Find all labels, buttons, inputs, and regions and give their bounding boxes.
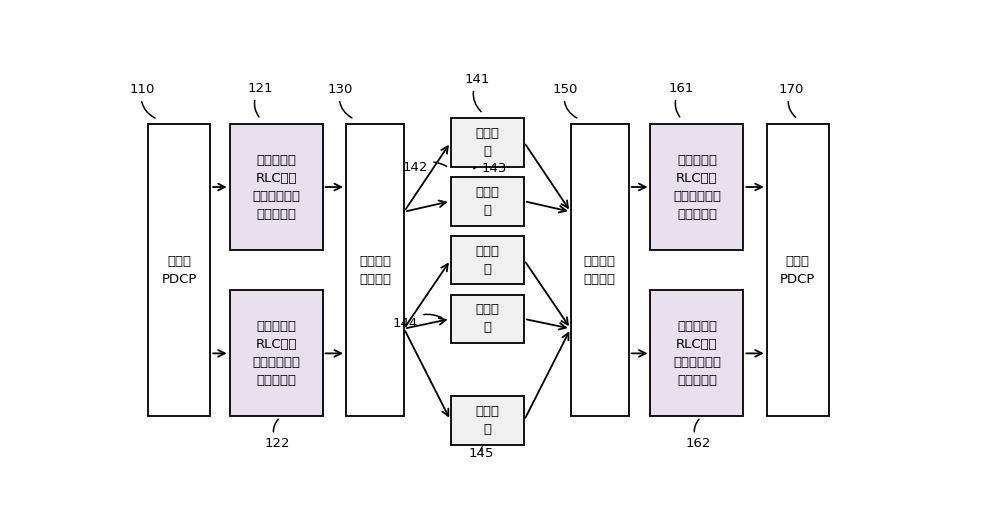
Bar <box>346 124 404 416</box>
Text: 121: 121 <box>248 82 273 117</box>
Text: 145: 145 <box>469 446 494 460</box>
Text: 第二小
区: 第二小 区 <box>475 186 499 217</box>
Text: 第五小
区: 第五小 区 <box>475 405 499 436</box>
Text: 第二发送端
RLC实体
（第二发送端
逻辑信道）: 第二发送端 RLC实体 （第二发送端 逻辑信道） <box>252 320 300 387</box>
Bar <box>571 124 629 416</box>
Text: 发送端介
质访问层: 发送端介 质访问层 <box>359 255 391 286</box>
Bar <box>767 124 829 416</box>
Text: 第一小
区: 第一小 区 <box>475 127 499 158</box>
Bar <box>230 290 323 416</box>
Text: 第四小
区: 第四小 区 <box>475 304 499 335</box>
Bar <box>148 124 210 416</box>
Text: 143: 143 <box>474 162 507 175</box>
Text: 150: 150 <box>553 83 578 118</box>
Bar <box>450 177 524 226</box>
Text: 第一接收端
RLC实体
（第一接收端
逻辑信道）: 第一接收端 RLC实体 （第一接收端 逻辑信道） <box>673 153 721 220</box>
Bar <box>450 236 524 285</box>
Text: 第一发送端
RLC实体
（第一发送端
逻辑信道）: 第一发送端 RLC实体 （第一发送端 逻辑信道） <box>252 153 300 220</box>
Text: 接收端
PDCP: 接收端 PDCP <box>780 255 815 286</box>
Text: 发送端
PDCP: 发送端 PDCP <box>162 255 197 286</box>
Text: 接收端介
质访问层: 接收端介 质访问层 <box>584 255 616 286</box>
Text: 170: 170 <box>779 83 804 118</box>
Bar <box>450 295 524 343</box>
Bar <box>650 290 743 416</box>
Text: 第三小
区: 第三小 区 <box>475 245 499 276</box>
Text: 122: 122 <box>265 419 290 451</box>
Bar <box>230 124 323 250</box>
Text: 130: 130 <box>328 83 353 118</box>
Text: 161: 161 <box>669 82 694 117</box>
Text: 141: 141 <box>465 73 490 112</box>
Bar <box>450 396 524 445</box>
Text: 第二接收端
RLC实体
（第二接收端
逻辑信道）: 第二接收端 RLC实体 （第二接收端 逻辑信道） <box>673 320 721 387</box>
Bar <box>450 118 524 167</box>
Text: 110: 110 <box>129 83 155 118</box>
Text: 144: 144 <box>393 314 442 330</box>
Bar <box>650 124 743 250</box>
Text: 162: 162 <box>686 419 711 451</box>
Text: 142: 142 <box>403 161 447 174</box>
